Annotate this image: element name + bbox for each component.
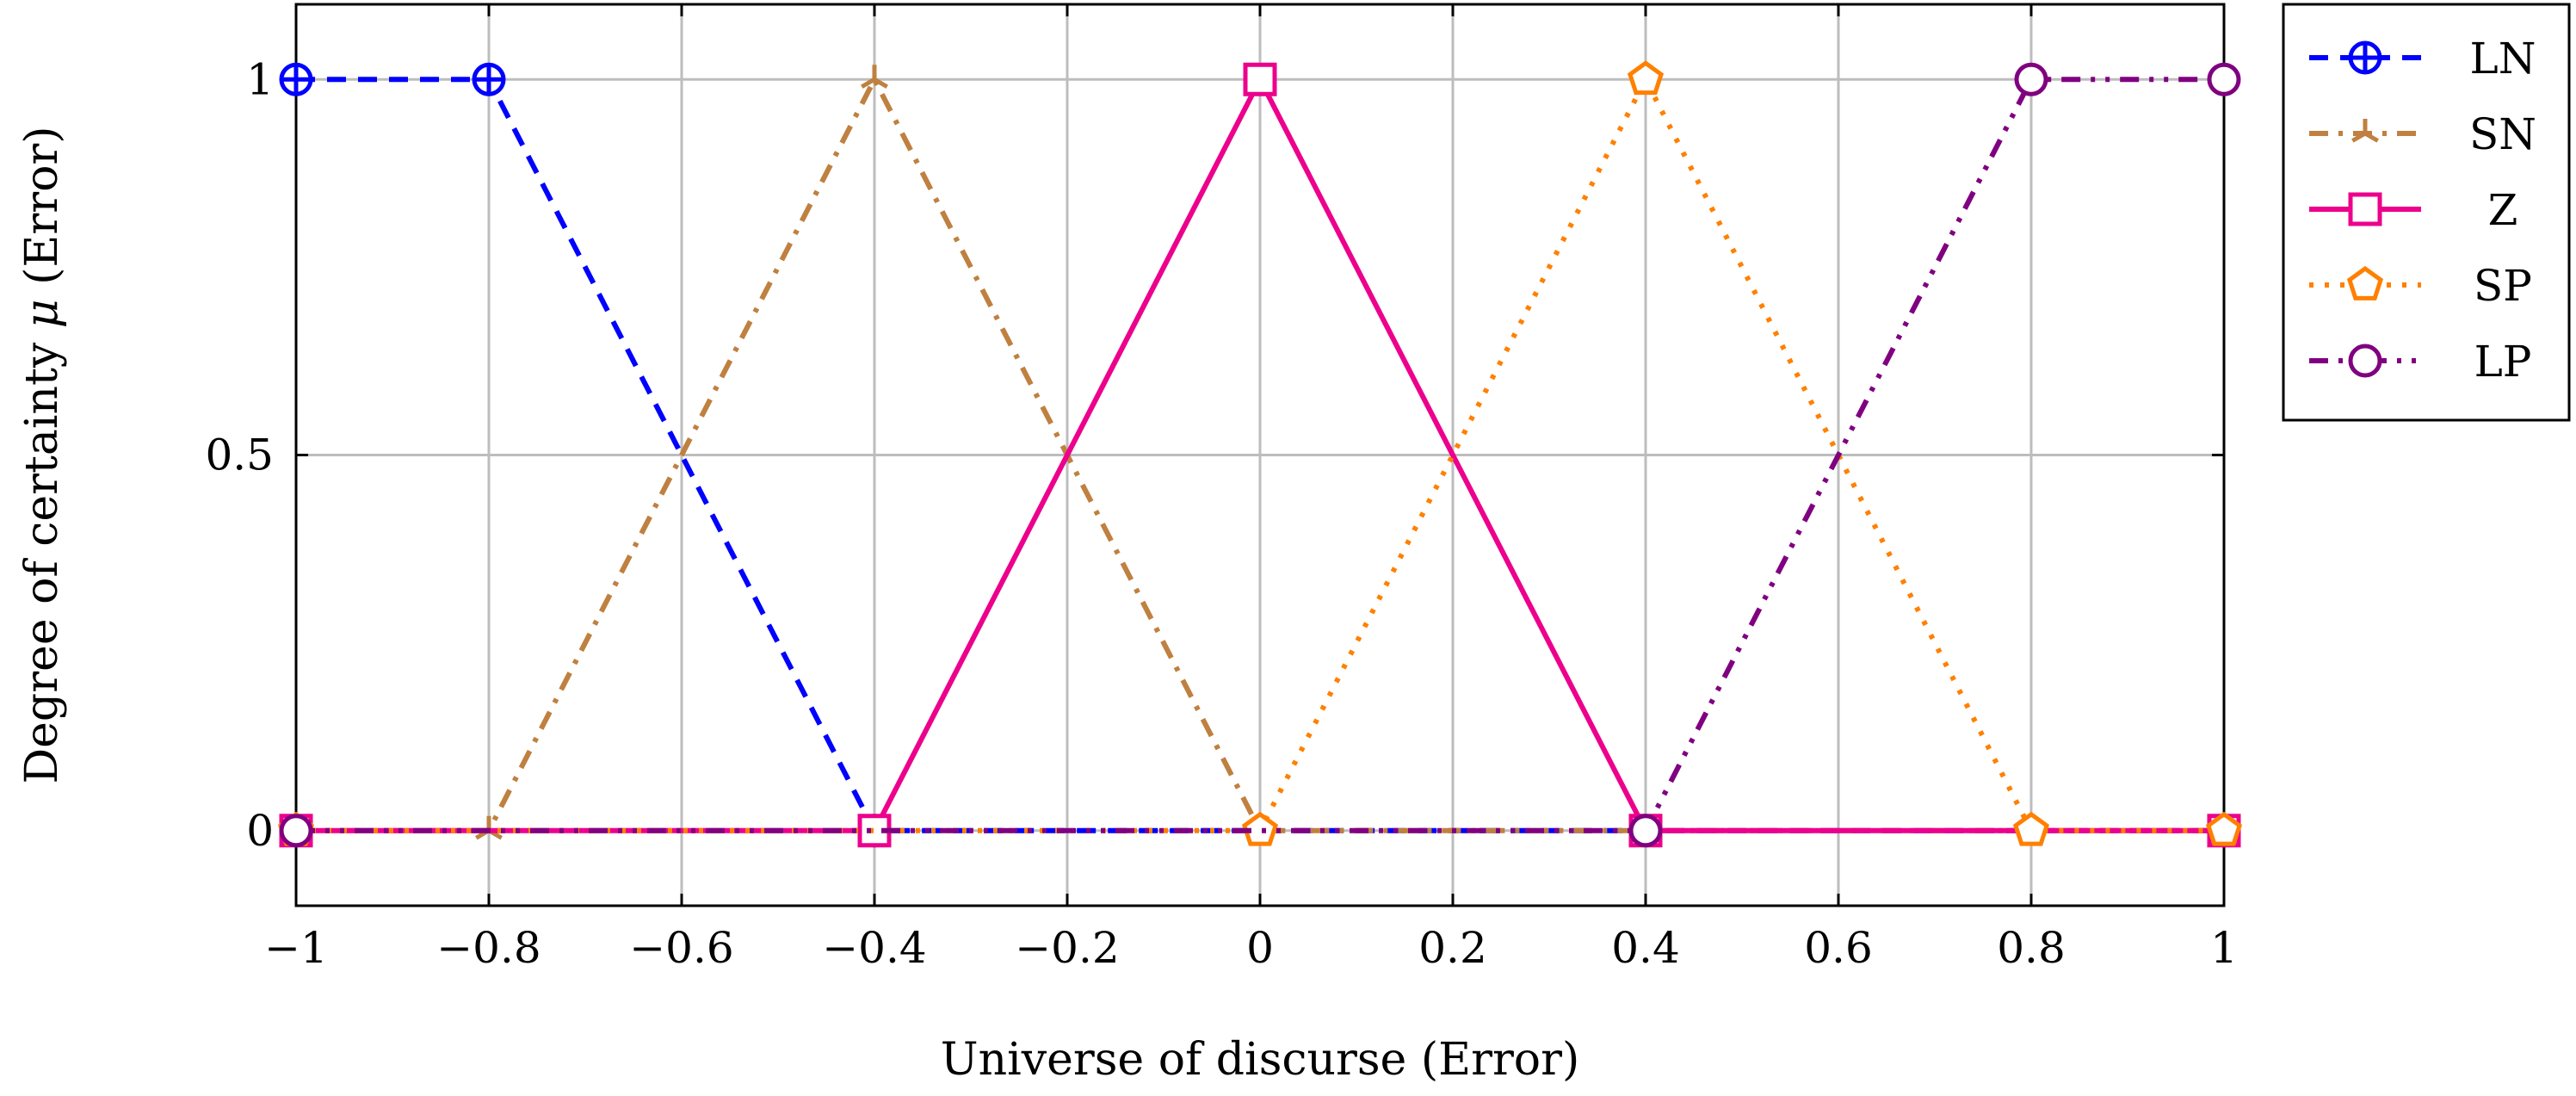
legend-entry-sp: SP <box>2309 261 2532 311</box>
legend-marker <box>2346 265 2384 300</box>
legend-entry-z: Z <box>2309 185 2517 235</box>
x-tick-label: 0.8 <box>1997 923 2066 973</box>
legend-marker <box>2348 344 2382 378</box>
x-tick-label: 0.2 <box>1418 923 1487 973</box>
data-point-sp <box>2205 811 2243 846</box>
legend-label: SN <box>2469 109 2536 159</box>
y-axis-label-prefix: Degree of certainty <box>16 328 68 783</box>
series-line-ln <box>296 77 2224 833</box>
legend-marker <box>2348 192 2382 226</box>
data-point-lp <box>2207 62 2241 96</box>
legend-box <box>2282 3 2571 422</box>
grid <box>296 4 2224 906</box>
x-tick-label: −0.8 <box>436 923 541 973</box>
data-point-lp <box>1628 814 1663 848</box>
legend-entry-sn: SN <box>2309 109 2536 159</box>
x-tick-label: −0.6 <box>629 923 733 973</box>
x-tick-label: 0.6 <box>1804 923 1873 973</box>
y-axis-label: Degree of certainty μ (Error) <box>16 126 68 783</box>
y-axis-label-symbol: μ <box>16 299 68 328</box>
series-layer <box>277 60 2243 848</box>
series-line-sn <box>296 77 2224 833</box>
legend-marker <box>2348 40 2382 75</box>
legend-label: LN <box>2470 34 2536 84</box>
x-tick-label: −1 <box>264 923 328 973</box>
legend: LN SN Z SP LP <box>2282 3 2571 422</box>
legend-label: SP <box>2474 261 2532 311</box>
data-point-lp <box>279 814 313 848</box>
series-line-lp <box>296 77 2224 833</box>
x-tick-label: −0.2 <box>1015 923 1119 973</box>
data-point-ln <box>472 62 506 96</box>
x-tick-label: 0 <box>1246 923 1274 973</box>
legend-entry-ln: LN <box>2309 34 2536 84</box>
data-point-ln <box>279 62 313 96</box>
data-point-lp <box>2014 62 2048 96</box>
legend-label: LP <box>2474 337 2532 387</box>
data-point-z <box>1243 62 1277 96</box>
x-tick-label: 0.4 <box>1611 923 1680 973</box>
data-point-sp <box>1241 811 1279 846</box>
legend-entry-lp: LP <box>2309 337 2531 387</box>
y-axis-label-suffix: (Error) <box>16 126 68 299</box>
x-tick-label: −0.4 <box>822 923 926 973</box>
y-tick-label: 1 <box>246 54 274 104</box>
legend-marker <box>2351 119 2379 143</box>
y-tick-label: 0.5 <box>205 430 274 480</box>
data-point-sp <box>1627 60 1665 96</box>
x-tick-label: 1 <box>2210 923 2238 973</box>
x-axis-label: Universe of discurse (Error) <box>941 1034 1580 1086</box>
data-point-sn <box>861 65 888 89</box>
series-lp <box>279 62 2241 848</box>
legend-label: Z <box>2488 185 2518 235</box>
data-point-sp <box>2012 811 2050 846</box>
y-tick-label: 0 <box>246 806 274 856</box>
axis-ticks: −1 −0.8 −0.6 −0.4 −0.2 0 0.2 0.4 0.6 0.8 1 0 0.5 1 <box>205 4 2238 973</box>
